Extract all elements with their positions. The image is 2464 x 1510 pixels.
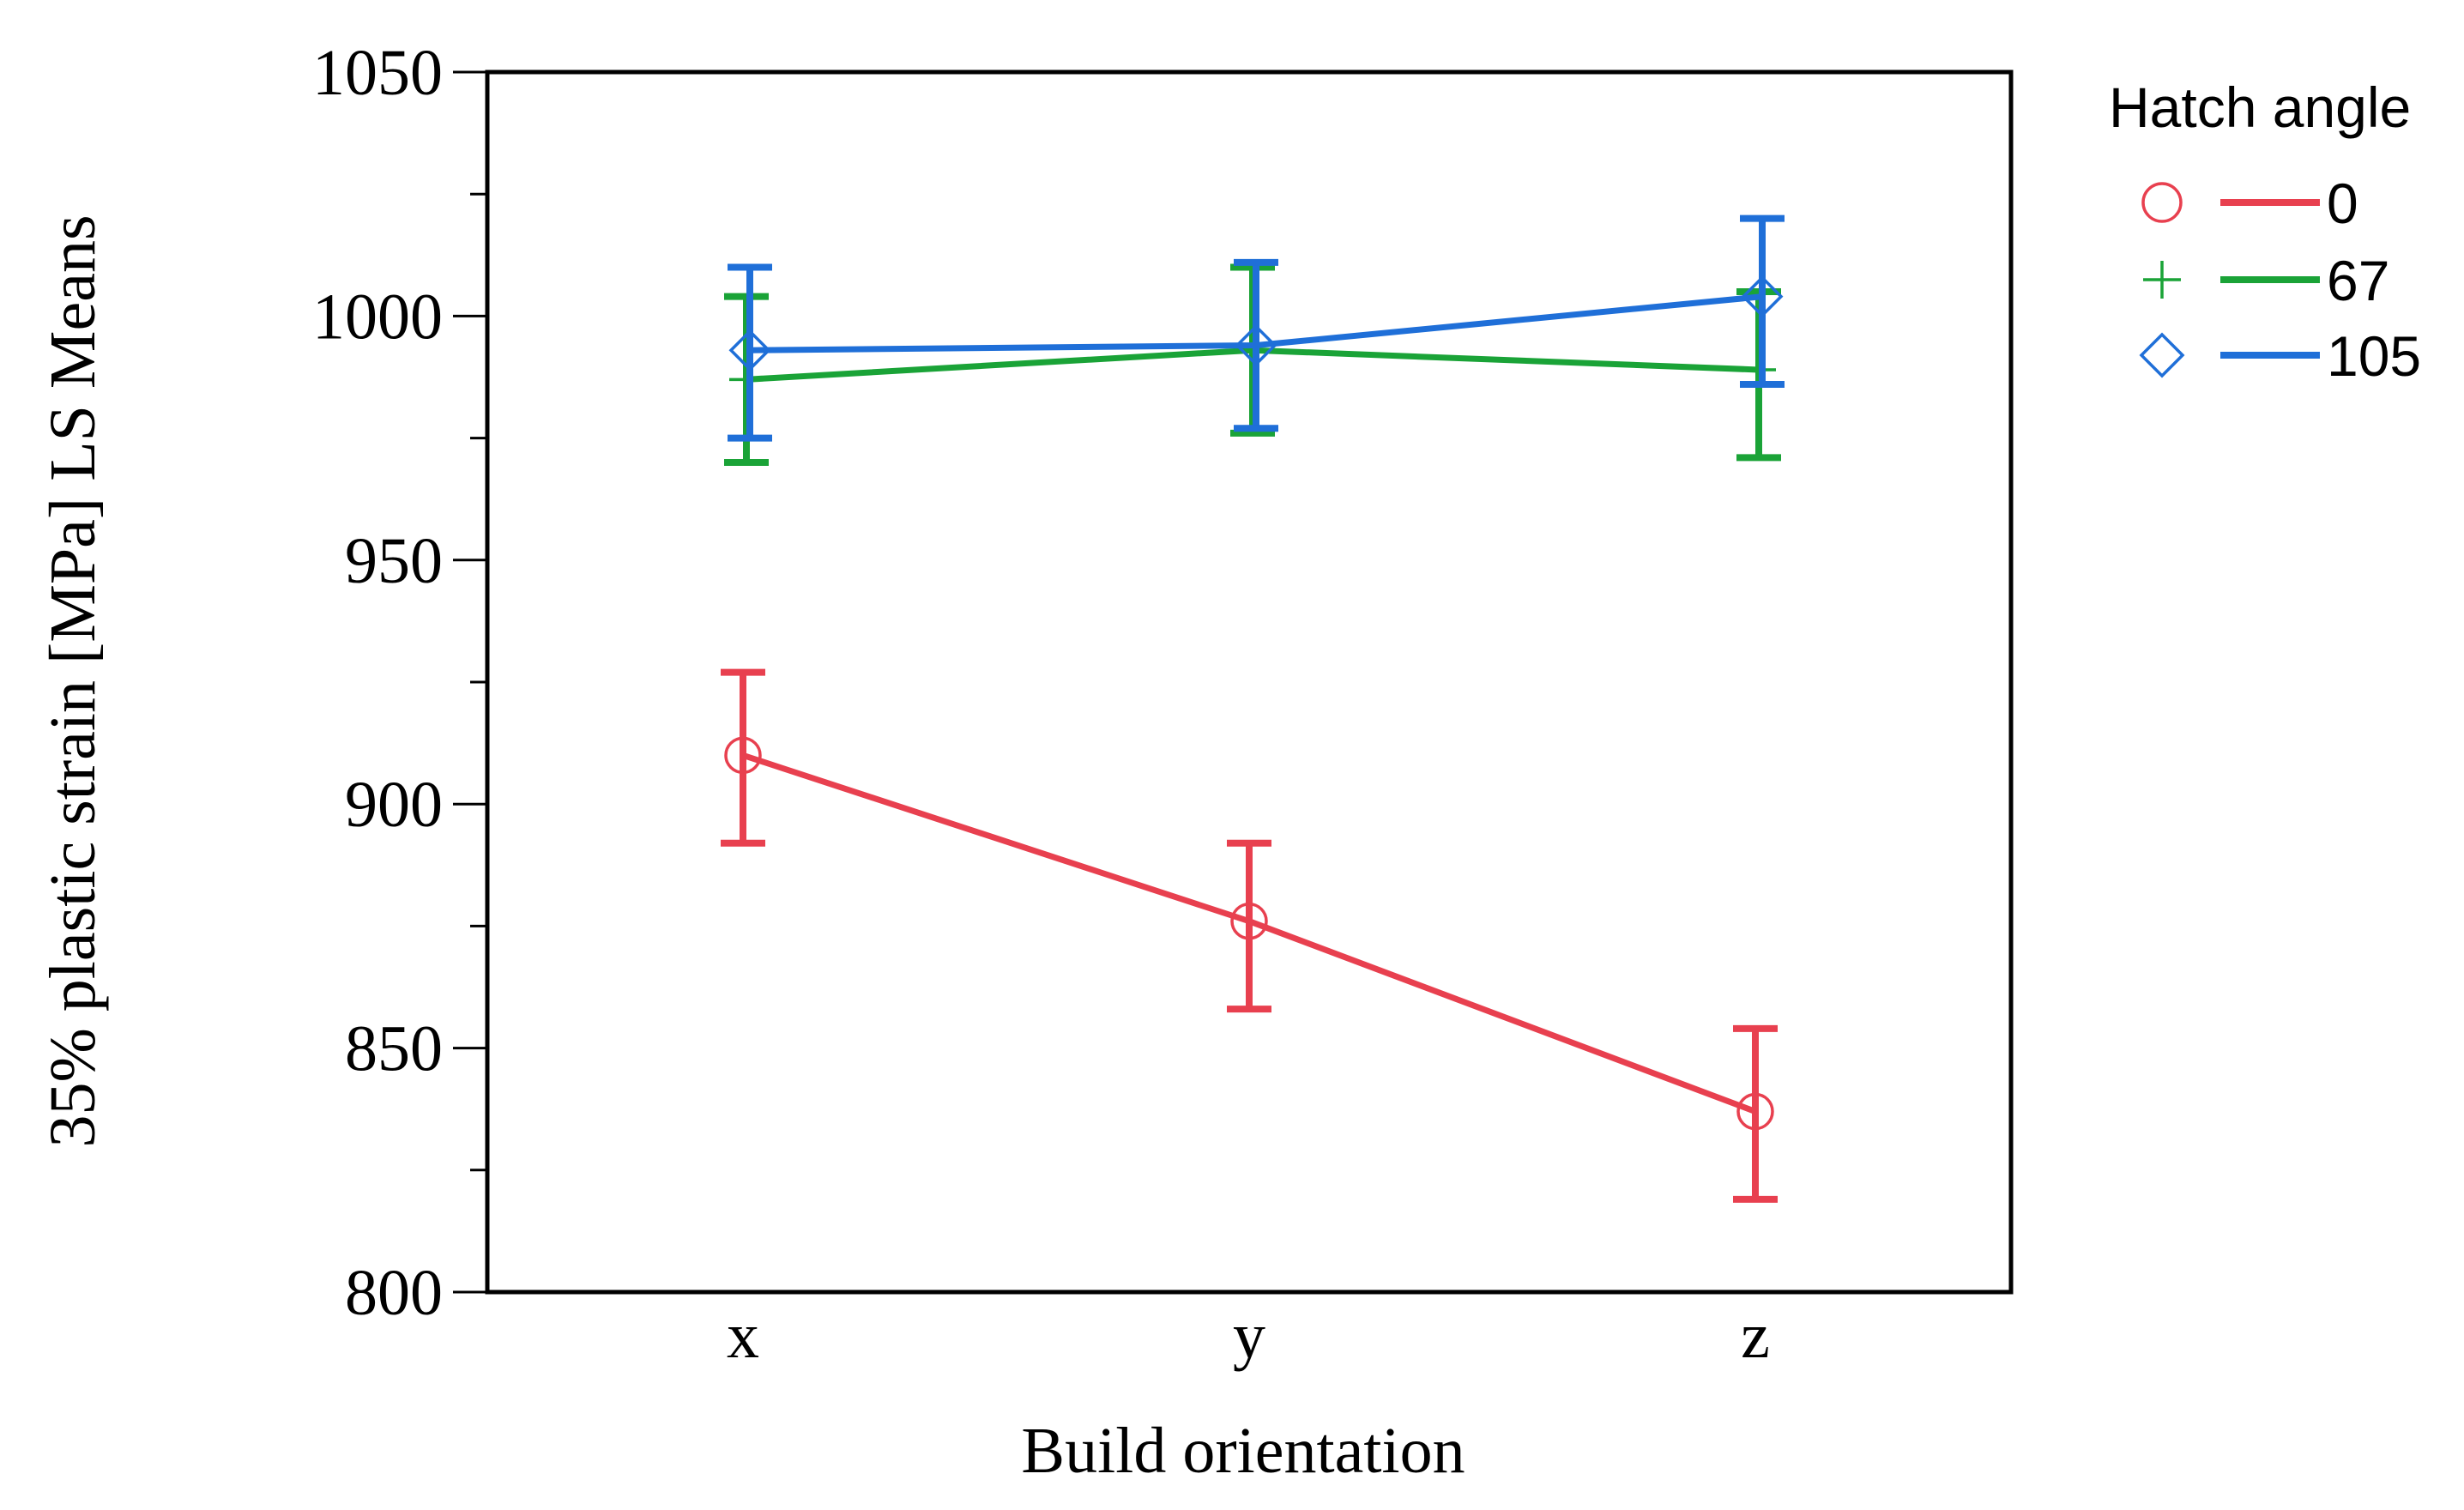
x-tick-label: x — [727, 1300, 759, 1372]
data-point — [1741, 275, 1784, 318]
legend-label: 0 — [2327, 172, 2358, 235]
y-tick-label: 950 — [345, 525, 443, 597]
legend-entry-105: 105 — [2139, 324, 2421, 388]
legend-label: 67 — [2327, 249, 2389, 312]
series-105 — [728, 214, 1785, 442]
data-point — [1235, 324, 1277, 367]
legend-marker — [2141, 182, 2183, 223]
x-axis: x y z — [727, 1300, 1770, 1372]
legend-entry-67: 67 — [2143, 249, 2389, 312]
legend-entry-0: 0 — [2141, 172, 2358, 235]
legend-marker — [2143, 261, 2181, 299]
legend-marker — [2139, 332, 2185, 378]
legend-label: 105 — [2327, 324, 2421, 388]
y-tick-label: 1050 — [312, 37, 443, 109]
legend-title: Hatch angle — [2109, 76, 2411, 139]
legend-entries: 0 67 105 — [2139, 172, 2421, 388]
series-layer — [721, 214, 1785, 1203]
data-point — [1230, 902, 1268, 940]
x-tick-label: y — [1233, 1300, 1265, 1372]
y-axis-title: 35% plastic strain [MPa] LS Means — [37, 214, 109, 1147]
data-point — [724, 736, 762, 775]
y-tick-label: 800 — [345, 1257, 443, 1329]
series-0 — [721, 668, 1778, 1203]
y-tick-label: 900 — [345, 769, 443, 841]
x-axis-title: Build orientation — [1021, 1415, 1465, 1487]
legend: Hatch angle 0 67 105 — [2109, 76, 2421, 388]
y-tick-label: 850 — [345, 1013, 443, 1085]
data-point — [728, 329, 771, 371]
data-point — [1736, 1092, 1774, 1131]
y-tick-label: 1000 — [312, 281, 443, 353]
y-axis: 800 850 900 950 1000 1050 — [312, 37, 487, 1329]
x-tick-label: z — [1741, 1300, 1770, 1372]
